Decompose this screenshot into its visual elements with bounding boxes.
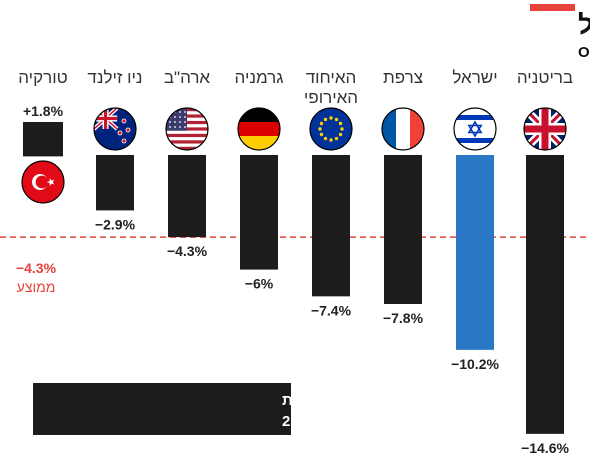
value-label: ‎−4.3% (167, 243, 208, 259)
bar (23, 122, 63, 157)
bar (96, 155, 134, 211)
bar (168, 155, 206, 238)
category-label: גרמניה (235, 68, 284, 87)
france-flag-icon (381, 107, 425, 151)
category-label: טורקיה (18, 68, 67, 87)
value-label: ‎−7.4% (311, 302, 352, 318)
average-value-label: ‎−4.3% (16, 260, 57, 276)
eu-flag-icon (309, 107, 353, 151)
value-label: ‎−2.9% (95, 216, 136, 232)
category-label: בריטניה (517, 68, 573, 87)
value-label: ‎−6% (245, 276, 274, 292)
average-name-label: ממוצע (17, 279, 56, 295)
bar (312, 155, 350, 297)
category-label: האיחוד (306, 68, 357, 87)
note-box (33, 383, 291, 435)
bar (384, 155, 422, 304)
turkey-flag-icon (21, 160, 65, 204)
value-label: ‎−7.8% (383, 310, 424, 326)
bar (456, 155, 494, 350)
germany-flag-icon (237, 107, 281, 151)
category-label: צרפת (383, 68, 423, 87)
bar (240, 155, 278, 270)
accent-bar (530, 4, 575, 11)
category-label: ניו זילנד (87, 68, 142, 87)
chart-title: מכה קשה לצריכה בישראל (578, 10, 590, 40)
bar (526, 155, 564, 434)
category-label: ארה"ב (164, 68, 211, 87)
note-line-1: שלושה רבעונים ב־2020 לעומת (282, 392, 487, 409)
category-label: האירופי (304, 88, 358, 107)
note-line-2: שלושה רבעונים ב־2019 (282, 413, 439, 430)
usa-flag-icon (165, 107, 209, 151)
value-label: ‎−14.6% (521, 440, 569, 456)
new-zealand-flag-icon (93, 107, 137, 151)
uk-flag-icon (523, 107, 567, 151)
value-label: ‎−10.2% (451, 356, 499, 372)
israel-flag-icon (453, 107, 497, 151)
category-label: ישראל (452, 68, 497, 87)
bars-layer: בריטניה ‎−14.6% ישראל ‎−10.2% צרפת ‎−7.8% האיח… (18, 68, 573, 456)
chart-subtitle: צריכה פרטית בשנת 2020 בהשוואה למדינות ה־… (578, 44, 590, 61)
value-label: +1.8% (23, 103, 64, 119)
